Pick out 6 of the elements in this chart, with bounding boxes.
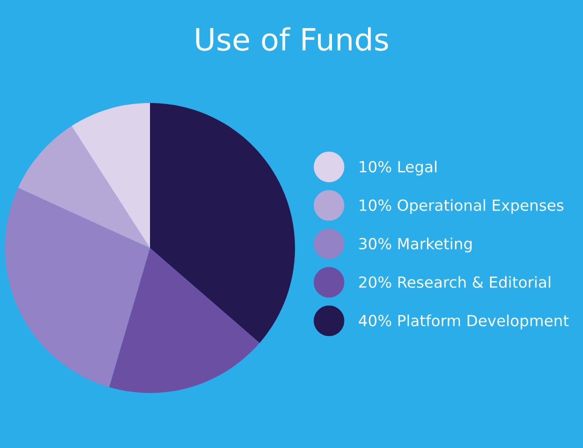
- legend-label: 40% Platform Development: [358, 314, 569, 330]
- legend-label: 30% Marketing: [359, 238, 472, 252]
- legend-label: 10% Legal: [360, 160, 436, 176]
- legend-label: 20% Research & Editorial: [359, 276, 550, 288]
- chart-title: Use of Funds: [196, 27, 388, 51]
- legend-label: 10% Operational Expenses: [360, 199, 564, 214]
